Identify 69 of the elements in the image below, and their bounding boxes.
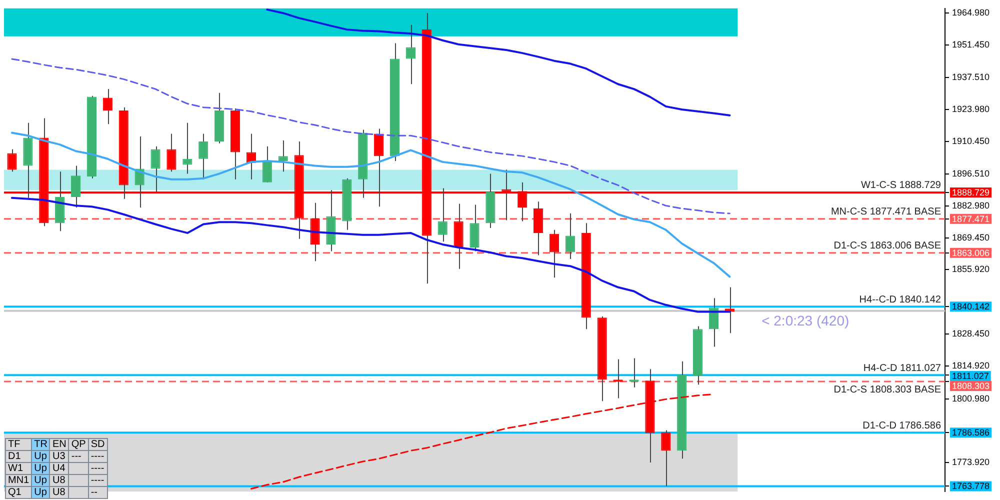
text: -- bbox=[90, 487, 98, 498]
candlestick bbox=[534, 201, 544, 256]
category-label: TF bbox=[6, 438, 32, 450]
candlestick bbox=[661, 430, 671, 487]
text: Up bbox=[34, 487, 47, 498]
text: U4 bbox=[52, 463, 66, 474]
candlestick bbox=[70, 165, 81, 208]
text: ---- bbox=[90, 451, 104, 462]
ref-line-label: MN-C-S 1877.471 BASE bbox=[830, 206, 942, 218]
y-tick-label: 1888.729 bbox=[952, 187, 990, 198]
text: Q1 bbox=[8, 487, 22, 498]
candlestick bbox=[629, 358, 639, 388]
y-tick-label: 1869.450 bbox=[952, 232, 990, 242]
y-tick-label: 1808.303 bbox=[952, 380, 990, 391]
candlestick bbox=[438, 188, 448, 242]
text: W1 bbox=[8, 463, 23, 474]
category-label: EN bbox=[50, 438, 69, 450]
annotation: < 2:0:23 (420) bbox=[762, 312, 850, 329]
text: U3 bbox=[52, 451, 66, 462]
ref-line-label: D1-C-D 1786.586 bbox=[862, 420, 942, 432]
category-label: QP bbox=[68, 438, 88, 450]
text: ---- bbox=[90, 475, 104, 486]
text: Up bbox=[34, 463, 47, 474]
y-tick-label: 1896.510 bbox=[952, 168, 990, 179]
y-tick-label: 1800.980 bbox=[952, 393, 990, 404]
text: Up bbox=[34, 475, 47, 486]
y-tick-label: 1937.510 bbox=[952, 72, 990, 82]
candlestick bbox=[406, 24, 416, 85]
text: MN1 bbox=[8, 475, 30, 486]
text: Up bbox=[34, 451, 47, 462]
line-series bbox=[11, 58, 730, 214]
candlestick bbox=[182, 122, 192, 174]
ref-line-label: H4-C-D 1811.027 bbox=[863, 362, 942, 374]
y-tick-label: 1863.006 bbox=[952, 248, 990, 258]
y-tick-label: 1811.027 bbox=[952, 370, 989, 381]
text: D1 bbox=[8, 451, 21, 462]
candlestick bbox=[150, 146, 160, 193]
candlestick bbox=[166, 133, 176, 172]
candlestick bbox=[549, 229, 560, 278]
y-tick-label: 1910.450 bbox=[952, 136, 990, 146]
y-tick-label: 1773.920 bbox=[952, 456, 990, 467]
y-tick-label: 1763.778 bbox=[952, 481, 990, 492]
candlestick bbox=[278, 140, 288, 172]
y-tick-label: 1828.450 bbox=[952, 328, 990, 339]
candlestick bbox=[470, 204, 480, 252]
ref-line-label: W1-C-S 1888.729 bbox=[860, 180, 942, 192]
y-tick-label: 1855.920 bbox=[952, 264, 990, 274]
ref-line-label: D1-C-S 1808.303 BASE bbox=[834, 384, 942, 396]
candlestick bbox=[198, 133, 208, 180]
y-tick-label: 1964.980 bbox=[952, 8, 990, 18]
ref-line-label: H4--C-D 1840.142 bbox=[859, 294, 942, 306]
candlestick bbox=[262, 146, 272, 183]
y-tick-label: 1877.471 bbox=[952, 214, 990, 224]
candlestick bbox=[7, 148, 17, 172]
y-tick-label: 1923.980 bbox=[952, 104, 990, 114]
text: ---- bbox=[90, 463, 104, 474]
candlestick bbox=[565, 212, 575, 260]
text: U8 bbox=[52, 487, 66, 498]
y-tick-label: 1840.142 bbox=[952, 302, 990, 312]
text: --- bbox=[71, 451, 82, 462]
category-label: TR bbox=[32, 438, 50, 450]
y-tick-label: 1882.980 bbox=[952, 200, 990, 210]
y-tick-label: 1951.450 bbox=[952, 39, 990, 50]
ref-line-label: D1-C-S 1863.006 BASE bbox=[834, 240, 942, 252]
text: U8 bbox=[52, 475, 66, 486]
category-label: SD bbox=[88, 438, 108, 450]
y-tick-label: 1814.920 bbox=[952, 360, 990, 370]
y-tick-label: 1786.586 bbox=[952, 428, 990, 438]
candlestick bbox=[613, 358, 623, 399]
